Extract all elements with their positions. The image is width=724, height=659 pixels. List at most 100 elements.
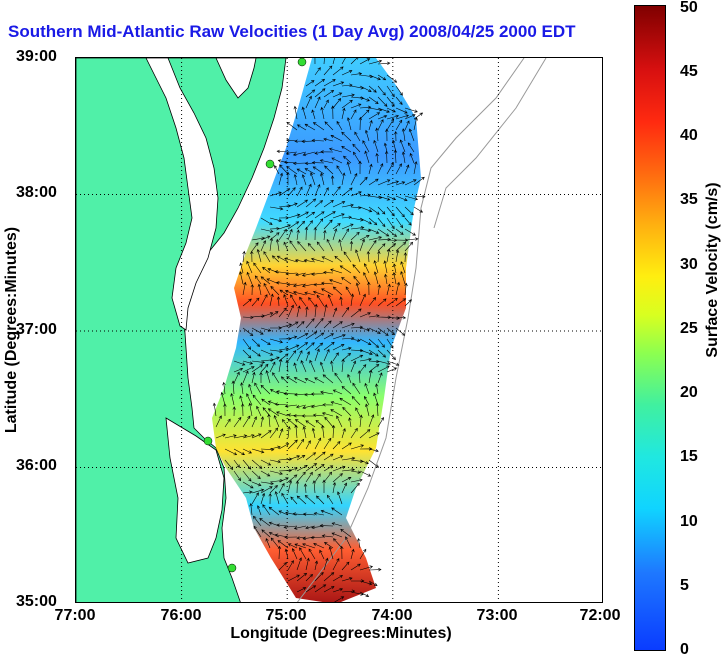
velocity-arrow (399, 139, 406, 153)
velocity-arrow (242, 327, 254, 337)
velocity-arrow (294, 424, 298, 439)
velocity-arrow (312, 480, 316, 494)
velocity-arrow (296, 186, 303, 197)
velocity-arrow (323, 572, 335, 582)
velocity-arrow (320, 390, 334, 395)
velocity-arrow (246, 393, 253, 406)
velocity-arrow (260, 486, 273, 494)
velocity-arrow (331, 507, 343, 516)
velocity-arrow (269, 349, 283, 353)
velocity-arrow (404, 299, 412, 307)
velocity-arrow (321, 288, 334, 296)
velocity-arrow (313, 542, 325, 549)
velocity-arrow (269, 470, 283, 476)
velocity-arrow (324, 165, 334, 175)
velocity-arrow (292, 512, 307, 516)
velocity-arrow (359, 58, 371, 65)
x-tick-label: 72:00 (579, 607, 621, 624)
x-tick-label: 75:00 (265, 607, 307, 624)
velocity-arrow (296, 438, 305, 450)
velocity-arrow (239, 271, 244, 285)
velocity-arrow (314, 78, 326, 87)
velocity-arrow (341, 476, 352, 483)
velocity-arrow (313, 512, 325, 516)
velocity-arrow (323, 465, 334, 472)
velocity-arrow (233, 470, 242, 482)
velocity-arrow (269, 217, 283, 223)
velocity-arrow (355, 249, 361, 263)
velocity-arrow (368, 297, 377, 307)
velocity-arrow (332, 455, 344, 461)
velocity-arrow (353, 151, 361, 164)
velocity-arrow (394, 130, 398, 142)
velocity-arrow (314, 584, 327, 593)
velocity-arrow (233, 367, 244, 373)
velocity-arrow (274, 270, 289, 274)
velocity-arrow (287, 474, 298, 483)
velocity-arrow (330, 268, 343, 274)
velocity-arrow (357, 370, 362, 384)
velocity-arrow (321, 424, 325, 439)
velocity-arrow (323, 341, 335, 351)
velocity-arrow (287, 335, 298, 340)
velocity-arrow (345, 286, 352, 296)
velocity-arrow (377, 119, 384, 131)
velocity-arrow (251, 360, 266, 364)
velocity-arrow (323, 199, 334, 208)
velocity-arrow (323, 437, 332, 450)
velocity-arrow (268, 492, 272, 505)
velocity-arrow (314, 303, 318, 318)
velocity-arrow (260, 481, 274, 486)
velocity-arrow (404, 228, 416, 236)
velocity-arrow (350, 109, 357, 120)
velocity-arrow (395, 195, 408, 202)
velocity-arrow (296, 168, 307, 175)
velocity-arrow (314, 451, 326, 461)
velocity-arrow (242, 470, 252, 482)
velocity-arrow (285, 511, 298, 516)
velocity-arrow (314, 67, 321, 76)
velocity-arrow (386, 195, 397, 201)
velocity-arrow (331, 532, 343, 538)
velocity-arrow (310, 535, 325, 540)
velocity-arrow (324, 121, 334, 131)
velocity-arrow (323, 79, 336, 87)
velocity-arrow (233, 448, 245, 456)
velocity-arrow (287, 455, 301, 461)
velocity-arrow (339, 296, 343, 307)
velocity-arrow (249, 502, 253, 516)
velocity-arrow (274, 164, 280, 175)
velocity-arrow (293, 105, 298, 120)
velocity-arrow (283, 241, 289, 252)
velocity-arrow (359, 96, 370, 102)
velocity-arrow (310, 392, 325, 396)
velocity-arrow (269, 361, 276, 373)
velocity-arrow (328, 546, 334, 560)
velocity-arrow (323, 541, 334, 549)
velocity-arrow (279, 289, 289, 296)
velocity-arrow (320, 172, 325, 186)
velocity-arrow (404, 241, 414, 252)
velocity-arrow (350, 226, 365, 230)
velocity-arrow (296, 557, 303, 571)
velocity-arrow (350, 58, 359, 65)
velocity-arrow (377, 360, 391, 366)
velocity-arrow (305, 463, 318, 472)
velocity-arrow (312, 413, 325, 417)
velocity-arrow (296, 350, 303, 362)
velocity-arrow (404, 164, 410, 175)
velocity-arrow (368, 119, 373, 131)
velocity-arrow (294, 393, 307, 397)
velocity-arrow (260, 363, 269, 373)
velocity-arrow (254, 382, 262, 395)
velocity-arrow (296, 471, 306, 483)
velocity-arrow (368, 414, 375, 428)
velocity-arrow (341, 306, 350, 318)
velocity-arrow (296, 211, 309, 219)
velocity-arrow (386, 206, 395, 217)
velocity-arrow (341, 93, 355, 98)
velocity-arrow (302, 543, 316, 549)
velocity-arrow (395, 85, 403, 96)
velocity-arrow (278, 477, 289, 483)
velocity-arrow (331, 522, 343, 527)
